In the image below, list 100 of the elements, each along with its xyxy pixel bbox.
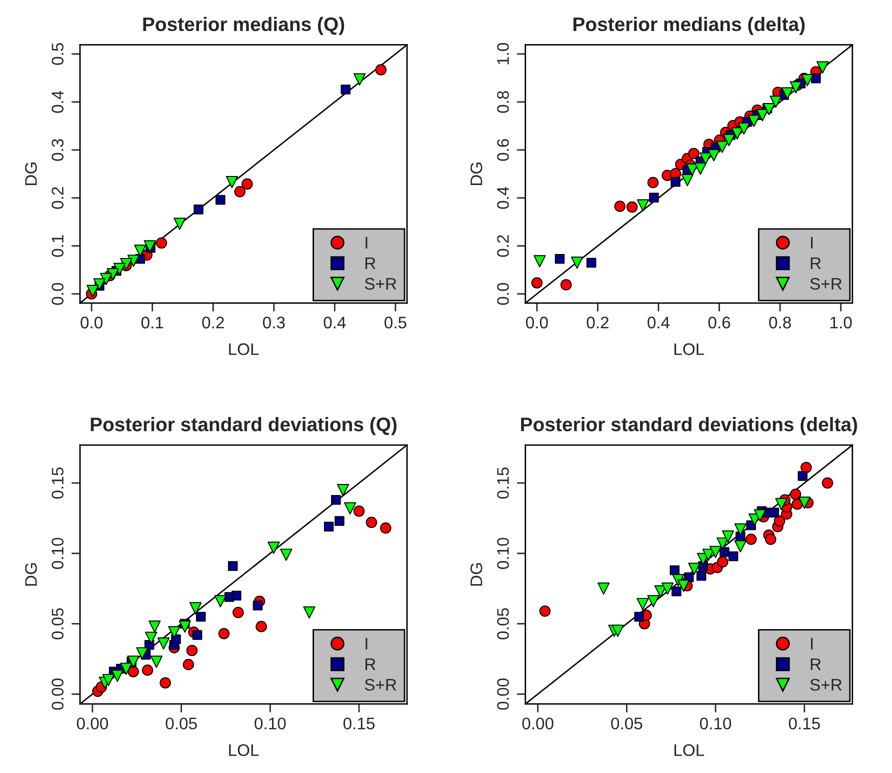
point: [174, 218, 186, 230]
point: [636, 199, 650, 212]
point: [380, 522, 392, 534]
point: [375, 64, 387, 76]
point: [586, 258, 596, 268]
point: [156, 237, 168, 249]
y-tick-label: 0.3: [52, 139, 64, 161]
point: [196, 612, 206, 622]
x-tick-label: 0.5: [384, 316, 406, 328]
point: [709, 546, 722, 558]
legend-label: I: [366, 237, 368, 248]
point: [194, 204, 204, 214]
point: [634, 612, 644, 622]
point: [770, 96, 782, 108]
point: [113, 262, 126, 276]
point: [717, 556, 728, 568]
point: [716, 537, 729, 550]
x-tick-label: 0.0: [80, 316, 102, 328]
point: [226, 176, 238, 188]
point: [800, 462, 812, 474]
legend-label: R: [810, 258, 821, 270]
point: [534, 255, 546, 268]
y-tick-label: 0.2: [497, 235, 509, 257]
y-tick-label: 0.15: [497, 467, 509, 499]
point: [168, 626, 180, 638]
point: [647, 176, 659, 188]
point: [331, 495, 341, 505]
point: [189, 602, 202, 614]
point: [280, 548, 292, 561]
point: [792, 498, 803, 510]
point: [708, 149, 720, 162]
point: [775, 498, 788, 510]
point: [128, 666, 139, 678]
point: [344, 502, 356, 514]
point: [100, 272, 112, 286]
point: [781, 87, 794, 100]
point: [754, 509, 766, 522]
point: [801, 74, 814, 86]
x-tick-label: 0.15: [343, 718, 375, 730]
point: [148, 620, 161, 633]
point: [798, 471, 808, 481]
point: [560, 279, 572, 290]
legend-label: I: [811, 237, 813, 248]
point: [127, 656, 140, 668]
x-tick-label: 0.2: [202, 316, 224, 328]
point: [681, 174, 694, 186]
point: [811, 74, 821, 84]
point: [218, 628, 230, 640]
point: [661, 582, 674, 595]
y-tick-label: 0.0: [497, 282, 509, 305]
y-tick-label: 0.4: [52, 90, 64, 113]
x-tick-label: 0.10: [254, 718, 286, 730]
point: [670, 176, 680, 187]
legend-label: R: [810, 658, 821, 670]
x-tick-label: 0.3: [262, 316, 285, 328]
point: [136, 647, 148, 660]
point: [531, 277, 543, 288]
x-tick-label: 0.2: [586, 316, 608, 328]
y-tick-label: 0.1: [52, 235, 64, 257]
y-axis-title: DG: [25, 162, 37, 186]
point: [696, 571, 706, 581]
point: [93, 278, 106, 290]
x-tick-label: 0.6: [708, 316, 730, 328]
y-tick-label: 0.10: [497, 538, 509, 569]
point: [157, 637, 170, 650]
y-tick-label: 1.0: [497, 43, 509, 64]
x-tick-label: 0.05: [611, 718, 642, 730]
point: [145, 632, 158, 644]
point: [790, 81, 802, 94]
point: [765, 534, 776, 545]
point: [728, 551, 738, 562]
point: [748, 114, 760, 127]
legend-label: S+R: [364, 678, 396, 691]
legend-label: S+R: [364, 278, 396, 290]
point: [340, 84, 351, 94]
point: [734, 523, 747, 536]
point: [268, 542, 280, 554]
point: [554, 254, 565, 264]
x-axis-title: LOL: [674, 343, 704, 356]
point: [144, 240, 156, 252]
point: [763, 103, 776, 116]
point: [336, 484, 350, 496]
y-axis-title: DG: [25, 563, 37, 586]
x-tick-label: 1.0: [830, 316, 852, 328]
point: [769, 508, 780, 518]
point: [636, 598, 649, 610]
point: [790, 488, 802, 500]
point: [216, 194, 226, 205]
point: [192, 630, 202, 640]
x-tick-label: 0.4: [324, 316, 346, 328]
point: [252, 600, 263, 610]
y-tick-label: 0.5: [52, 43, 64, 65]
point: [86, 284, 99, 298]
point: [688, 562, 700, 575]
point: [756, 109, 769, 122]
point: [745, 534, 757, 545]
point: [142, 664, 154, 676]
y-tick-label: 0.0: [52, 282, 64, 305]
x-tick-label: 0.0: [526, 316, 548, 328]
point: [612, 624, 624, 637]
